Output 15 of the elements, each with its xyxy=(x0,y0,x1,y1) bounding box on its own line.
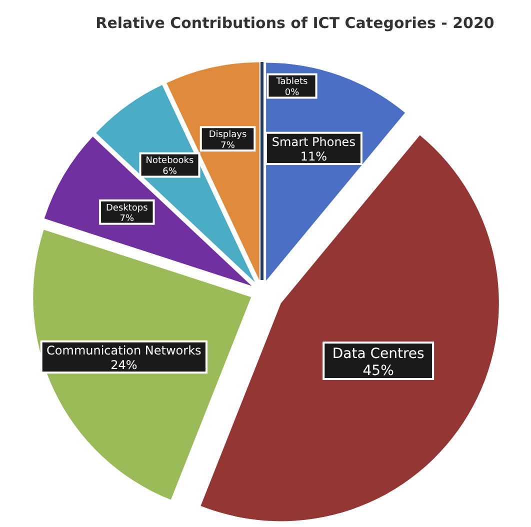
data-label: 11% xyxy=(300,149,328,164)
slice-label: Smart Phones xyxy=(272,135,356,150)
data-label: 7% xyxy=(120,214,134,224)
slice-label: Desktops xyxy=(106,203,148,214)
slice-label: Displays xyxy=(208,130,247,140)
data-label: 24% xyxy=(110,358,138,372)
text: 0% xyxy=(284,88,300,98)
slice-label: Communication Networks xyxy=(46,344,202,358)
data-label: 7% xyxy=(220,140,236,151)
data-label: 6% xyxy=(162,167,178,178)
data-label: 45% xyxy=(362,362,394,379)
category-label: Tablets xyxy=(276,77,308,88)
slice-label: Notebooks xyxy=(146,156,194,166)
slice-label: Data Centres xyxy=(332,346,424,362)
chart-title: Relative Contributions of ICT Categories - 2020 xyxy=(96,14,494,32)
